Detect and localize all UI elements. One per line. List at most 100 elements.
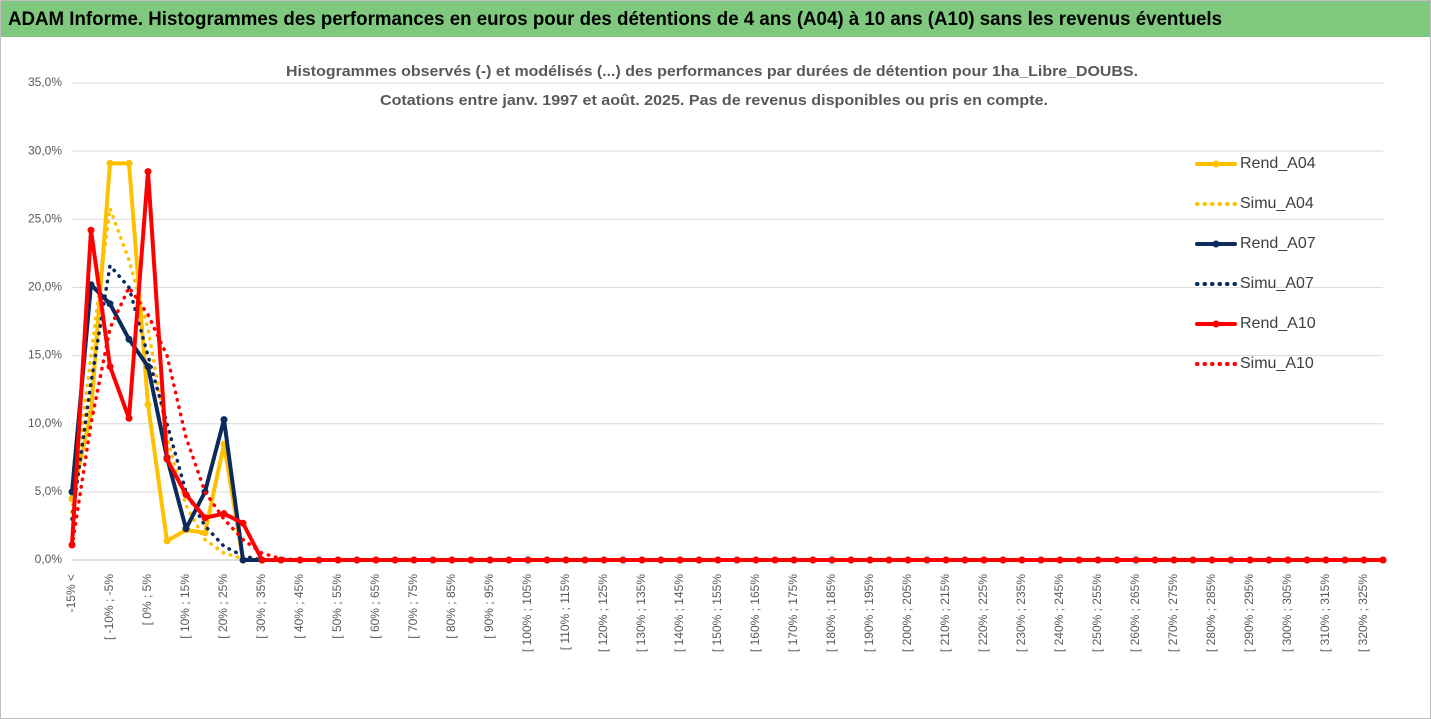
series-marker — [1227, 556, 1235, 564]
series-marker — [106, 300, 114, 308]
x-tick-label: [ 270% ; 275% — [1166, 574, 1180, 652]
series-marker — [144, 168, 152, 176]
series-marker — [1341, 556, 1349, 564]
series-marker — [144, 401, 152, 409]
series-marker — [144, 362, 152, 370]
x-tick-label: [ 130% ; 135% — [634, 574, 648, 652]
series-line — [70, 285, 1385, 562]
legend-label: Rend_A04 — [1240, 155, 1316, 172]
series-marker — [980, 556, 988, 564]
y-tick-label: 30,0% — [28, 143, 62, 157]
x-tick-label: [ 310% ; 315% — [1318, 574, 1332, 652]
series-marker — [220, 416, 228, 424]
y-tick-label: 25,0% — [28, 211, 62, 225]
x-tick-label: [ 90% ; 95% — [482, 574, 496, 639]
y-tick-label: 20,0% — [28, 280, 62, 294]
series-marker — [1151, 556, 1159, 564]
x-tick-label: [ 30% ; 35% — [254, 574, 268, 639]
chart-subtitle: Cotations entre janv. 1997 et août. 2025… — [380, 92, 1048, 109]
series-marker — [942, 556, 950, 564]
x-tick-label: [ 20% ; 25% — [216, 574, 230, 639]
series-marker — [106, 159, 114, 167]
series-marker — [1056, 556, 1064, 564]
series-marker — [448, 556, 456, 564]
banner-title: ADAM Informe. Histogrammes des performan… — [8, 9, 1222, 30]
series-marker — [1189, 556, 1197, 564]
x-tick-label: [ 110% ; 115% — [558, 574, 572, 651]
series-marker — [106, 362, 114, 370]
series-marker — [695, 556, 703, 564]
series-marker — [125, 414, 133, 422]
y-tick-label: 15,0% — [28, 348, 62, 362]
series-marker — [163, 537, 171, 545]
y-tick-label: 35,0% — [28, 75, 62, 89]
series-marker — [581, 556, 589, 564]
x-tick-label: [ 0% ; 5% — [140, 574, 154, 626]
series-marker — [182, 491, 190, 499]
x-tick-label: [ 80% ; 85% — [444, 574, 458, 639]
x-tick-label: [ 240% ; 245% — [1052, 574, 1066, 652]
series-marker — [1265, 556, 1273, 564]
x-tick-label: [ 230% ; 235% — [1014, 574, 1028, 652]
x-tick-label: [ 160% ; 165% — [748, 574, 762, 652]
x-tick-label: [ 320% ; 325% — [1356, 574, 1370, 652]
banner — [1, 1, 1430, 37]
series-marker — [220, 510, 228, 518]
x-tick-label: [ 190% ; 195% — [862, 574, 876, 652]
series-marker — [866, 556, 874, 564]
series-marker — [657, 556, 665, 564]
series-marker — [163, 455, 171, 463]
x-tick-label: [ 290% ; 295% — [1242, 574, 1256, 652]
series-marker — [1018, 556, 1026, 564]
x-tick-label: [ 210% ; 215% — [938, 574, 952, 652]
y-tick-label: 10,0% — [28, 416, 62, 430]
series-marker — [334, 556, 342, 564]
x-tick-label: [ 140% ; 145% — [672, 574, 686, 652]
x-tick-label: [ 300% ; 305% — [1280, 574, 1294, 652]
y-tick-label: 0,0% — [35, 552, 63, 566]
series-marker — [201, 529, 209, 537]
x-tick-label: [ 60% ; 65% — [368, 574, 382, 639]
legend-label: Simu_A04 — [1240, 195, 1314, 212]
series-marker — [1379, 556, 1387, 564]
legend-label: Simu_A10 — [1240, 355, 1314, 372]
x-tick-label: [ 280% ; 285% — [1204, 574, 1218, 652]
series-marker — [1094, 556, 1102, 564]
series-marker — [372, 556, 380, 564]
legend-label: Rend_A10 — [1240, 315, 1316, 332]
x-tick-label: [ 100% ; 105% — [520, 574, 534, 652]
x-tick-label: [ 150% ; 155% — [710, 574, 724, 652]
series-marker — [201, 514, 209, 522]
x-tick-label: [ 250% ; 255% — [1090, 574, 1104, 652]
series-marker — [239, 556, 247, 564]
series-marker — [771, 556, 779, 564]
series-marker — [904, 556, 912, 564]
x-tick-label: [ -10% ; -5% — [102, 574, 116, 640]
series-marker — [239, 519, 247, 527]
x-tick-label: [ 70% ; 75% — [406, 574, 420, 639]
x-tick-label: -15% < — [64, 574, 78, 612]
series-marker — [524, 556, 532, 564]
y-tick-label: 5,0% — [35, 484, 63, 498]
series-marker — [1303, 556, 1311, 564]
series-marker — [125, 159, 133, 167]
x-tick-label: [ 50% ; 55% — [330, 574, 344, 639]
x-tick-label: [ 260% ; 265% — [1128, 574, 1142, 652]
series-marker — [410, 556, 418, 564]
x-tick-label: [ 170% ; 175% — [786, 574, 800, 652]
x-tick-label: [ 40% ; 45% — [292, 574, 306, 639]
legend-marker — [1212, 160, 1220, 168]
series-marker — [182, 525, 190, 533]
series-marker — [258, 556, 266, 564]
x-tick-label: [ 120% ; 125% — [596, 574, 610, 652]
chart-subtitle: Histogrammes observés (-) et modélisés (… — [286, 63, 1138, 80]
series-marker — [809, 556, 817, 564]
series-marker — [733, 556, 741, 564]
series-marker — [619, 556, 627, 564]
x-tick-label: [ 180% ; 185% — [824, 574, 838, 652]
series-marker — [486, 556, 494, 564]
legend-label: Simu_A07 — [1240, 275, 1314, 292]
x-tick-label: [ 200% ; 205% — [900, 574, 914, 652]
